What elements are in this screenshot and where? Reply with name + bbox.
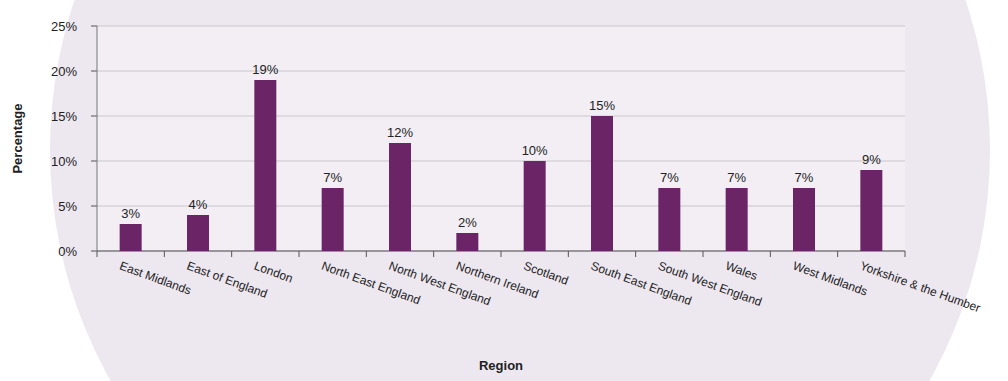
x-tick bbox=[770, 251, 771, 257]
data-label: 7% bbox=[727, 170, 746, 185]
bar bbox=[456, 233, 478, 251]
bar bbox=[120, 224, 142, 251]
data-label: 7% bbox=[795, 170, 814, 185]
x-tick bbox=[703, 251, 704, 257]
bar bbox=[793, 188, 815, 251]
data-label: 7% bbox=[323, 170, 342, 185]
x-tick bbox=[97, 251, 98, 257]
grid-line bbox=[97, 71, 905, 72]
data-label: 12% bbox=[387, 125, 413, 140]
y-tick bbox=[91, 251, 97, 252]
bar bbox=[187, 215, 209, 251]
y-axis-title: Percentage bbox=[10, 103, 25, 173]
x-tick-label: Yorkshire & the Humber bbox=[858, 259, 982, 316]
data-label: 19% bbox=[252, 62, 278, 77]
chart-container: 0% 5% 10% 15% 20% 25% 3% 4% 19% 7% 12% 2% 10% 15% 7% 7%… bbox=[0, 0, 1008, 381]
data-label: 15% bbox=[589, 98, 615, 113]
x-tick bbox=[905, 251, 906, 257]
x-tick bbox=[635, 251, 636, 257]
bar bbox=[726, 188, 748, 251]
bar bbox=[389, 143, 411, 251]
bar bbox=[658, 188, 680, 251]
bar bbox=[322, 188, 344, 251]
y-tick bbox=[91, 26, 97, 27]
x-tick bbox=[366, 251, 367, 257]
chart-svg: 0% 5% 10% 15% 20% 25% 3% 4% 19% 7% 12% 2% 10% 15% 7% 7%… bbox=[0, 0, 1008, 381]
x-tick bbox=[568, 251, 569, 257]
x-axis-title: Region bbox=[479, 358, 523, 373]
x-tick bbox=[164, 251, 165, 257]
x-tick-label: Wales bbox=[724, 259, 760, 283]
x-tick bbox=[433, 251, 434, 257]
x-tick bbox=[837, 251, 838, 257]
y-tick-label: 10% bbox=[51, 154, 77, 169]
y-tick-label: 0% bbox=[58, 244, 77, 259]
bar bbox=[254, 80, 276, 251]
data-label: 3% bbox=[121, 206, 140, 221]
background-disc bbox=[50, 0, 990, 381]
bar bbox=[524, 161, 546, 251]
grid-line bbox=[97, 206, 905, 207]
x-tick-label: South West England bbox=[656, 259, 763, 310]
y-tick bbox=[91, 161, 97, 162]
x-tick-label: Scotland bbox=[522, 259, 571, 288]
x-tick bbox=[299, 251, 300, 257]
x-tick bbox=[231, 251, 232, 257]
grid-line bbox=[97, 116, 905, 117]
y-axis bbox=[97, 26, 98, 251]
y-tick-label: 20% bbox=[51, 64, 77, 79]
bar bbox=[860, 170, 882, 251]
x-tick-label: London bbox=[252, 259, 294, 286]
data-label: 4% bbox=[189, 197, 208, 212]
data-label: 9% bbox=[862, 152, 881, 167]
bar bbox=[591, 116, 613, 251]
y-tick-label: 5% bbox=[58, 199, 77, 214]
y-tick-label: 25% bbox=[51, 19, 77, 34]
x-tick bbox=[501, 251, 502, 257]
x-tick-label: West Midlands bbox=[791, 259, 870, 299]
bars bbox=[120, 80, 883, 251]
grid-line bbox=[97, 161, 905, 162]
data-label: 2% bbox=[458, 215, 477, 230]
y-tick bbox=[91, 206, 97, 207]
data-label: 10% bbox=[522, 143, 548, 158]
grid-line bbox=[97, 26, 905, 27]
x-tick-label: East Midlands bbox=[118, 259, 194, 298]
y-tick-label: 15% bbox=[51, 109, 77, 124]
y-tick bbox=[91, 71, 97, 72]
data-label: 7% bbox=[660, 170, 679, 185]
y-tick bbox=[91, 116, 97, 117]
plot-background bbox=[97, 26, 905, 251]
